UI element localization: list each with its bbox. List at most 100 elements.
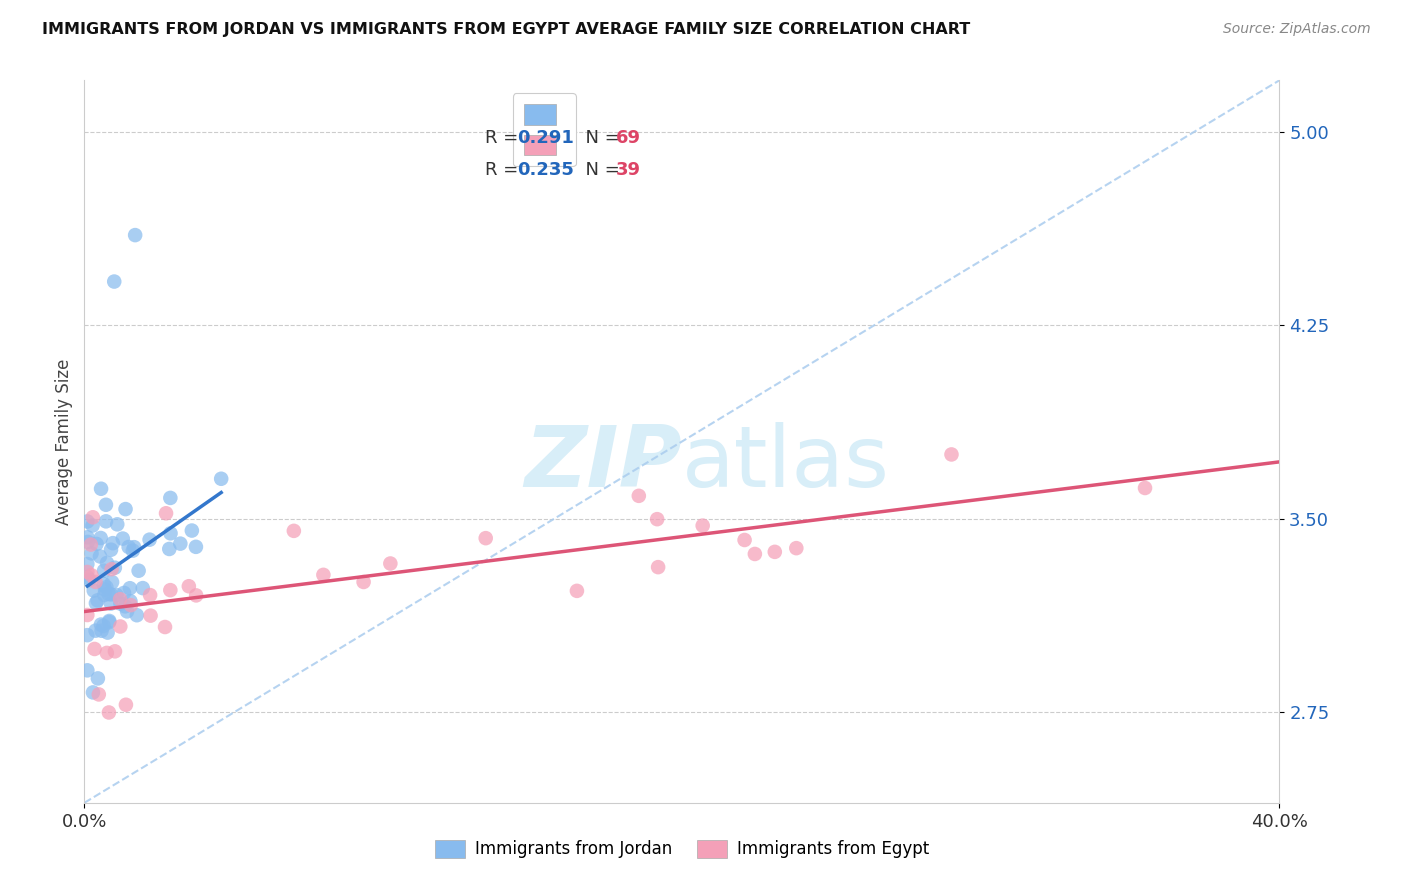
Point bbox=[76, 530, 98, 544]
Point bbox=[105, 588, 128, 602]
Point bbox=[82, 685, 104, 699]
Point bbox=[98, 614, 121, 628]
Point bbox=[82, 518, 104, 533]
Point bbox=[96, 580, 118, 594]
Legend: Immigrants from Jordan, Immigrants from Egypt: Immigrants from Jordan, Immigrants from … bbox=[426, 831, 938, 867]
Point bbox=[128, 564, 150, 578]
Point bbox=[734, 533, 756, 547]
Text: N =: N = bbox=[575, 129, 626, 147]
Point bbox=[80, 546, 103, 560]
Point bbox=[94, 498, 117, 512]
Text: N =: N = bbox=[575, 161, 626, 179]
Point bbox=[104, 560, 127, 574]
Point bbox=[76, 535, 98, 549]
Point bbox=[89, 549, 111, 564]
Point bbox=[114, 599, 136, 614]
Text: R =: R = bbox=[485, 129, 523, 147]
Point bbox=[84, 624, 107, 638]
Point bbox=[112, 586, 135, 600]
Point bbox=[565, 583, 588, 598]
Text: ZIP: ZIP bbox=[524, 422, 682, 505]
Point bbox=[138, 533, 160, 547]
Point bbox=[115, 698, 138, 712]
Text: IMMIGRANTS FROM JORDAN VS IMMIGRANTS FROM EGYPT AVERAGE FAMILY SIZE CORRELATION : IMMIGRANTS FROM JORDAN VS IMMIGRANTS FRO… bbox=[42, 22, 970, 37]
Text: 39: 39 bbox=[616, 161, 641, 179]
Point bbox=[87, 672, 110, 686]
Point bbox=[105, 517, 128, 532]
Point bbox=[101, 575, 124, 590]
Point bbox=[96, 646, 118, 660]
Point bbox=[186, 588, 208, 602]
Point bbox=[111, 532, 134, 546]
Point bbox=[627, 489, 650, 503]
Point bbox=[153, 620, 176, 634]
Point bbox=[157, 541, 180, 556]
Point bbox=[84, 596, 107, 610]
Point bbox=[139, 588, 162, 602]
Point bbox=[84, 574, 107, 589]
Point bbox=[103, 275, 125, 289]
Point bbox=[76, 607, 98, 622]
Point bbox=[90, 531, 112, 545]
Point bbox=[98, 615, 121, 629]
Point bbox=[76, 565, 98, 579]
Point bbox=[692, 518, 714, 533]
Point bbox=[80, 568, 103, 582]
Point bbox=[83, 642, 105, 657]
Point bbox=[125, 608, 148, 623]
Point bbox=[785, 541, 807, 556]
Point bbox=[82, 510, 104, 524]
Point bbox=[283, 524, 305, 538]
Point bbox=[114, 502, 136, 516]
Point bbox=[121, 543, 143, 558]
Text: R =: R = bbox=[485, 161, 523, 179]
Text: atlas: atlas bbox=[682, 422, 890, 505]
Point bbox=[380, 557, 402, 571]
Point bbox=[118, 540, 141, 554]
Point bbox=[76, 570, 98, 584]
Point bbox=[744, 547, 766, 561]
Text: 0.235: 0.235 bbox=[517, 161, 574, 179]
Point bbox=[209, 472, 232, 486]
Point bbox=[1133, 481, 1156, 495]
Point bbox=[87, 687, 110, 701]
Point bbox=[159, 526, 181, 541]
Point bbox=[120, 598, 142, 612]
Point bbox=[647, 560, 669, 574]
Point bbox=[80, 538, 103, 552]
Point bbox=[90, 624, 112, 638]
Point bbox=[90, 482, 112, 496]
Point bbox=[76, 628, 98, 642]
Text: 69: 69 bbox=[616, 129, 641, 147]
Point bbox=[110, 597, 132, 611]
Point bbox=[120, 594, 142, 608]
Point bbox=[184, 540, 207, 554]
Point bbox=[86, 593, 108, 607]
Point bbox=[100, 562, 122, 576]
Point bbox=[90, 617, 112, 632]
Point bbox=[474, 531, 496, 545]
Point bbox=[76, 515, 98, 529]
Point bbox=[101, 536, 124, 550]
Point bbox=[159, 491, 181, 505]
Point bbox=[94, 582, 117, 597]
Point bbox=[122, 540, 145, 554]
Point bbox=[941, 447, 963, 461]
Point bbox=[94, 514, 117, 528]
Point bbox=[86, 537, 108, 551]
Point bbox=[93, 588, 115, 602]
Point bbox=[110, 619, 132, 633]
Point bbox=[353, 574, 375, 589]
Point bbox=[763, 545, 786, 559]
Point bbox=[312, 567, 335, 582]
Point bbox=[118, 581, 141, 595]
Point bbox=[100, 587, 122, 601]
Point bbox=[139, 608, 162, 623]
Point bbox=[159, 583, 181, 598]
Point bbox=[100, 542, 122, 557]
Point bbox=[97, 706, 120, 720]
Point bbox=[169, 536, 191, 550]
Text: Source: ZipAtlas.com: Source: ZipAtlas.com bbox=[1223, 22, 1371, 37]
Point bbox=[83, 583, 105, 598]
Point bbox=[96, 556, 118, 570]
